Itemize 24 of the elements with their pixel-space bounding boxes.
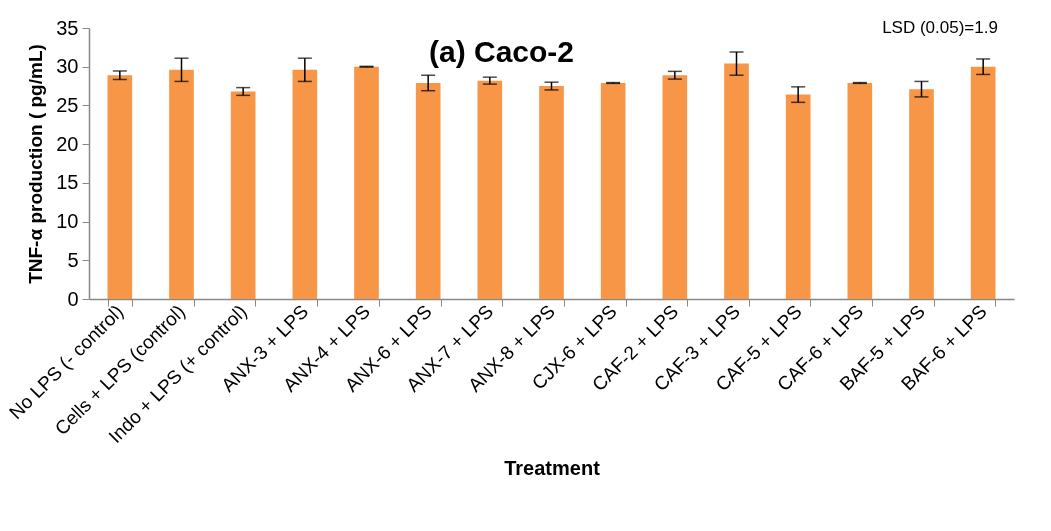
bar — [847, 82, 873, 299]
annotation: LSD (0.05)=1.9 — [882, 18, 998, 37]
bar — [107, 75, 133, 299]
bar — [909, 89, 934, 299]
y-tick-label: 30 — [56, 55, 79, 78]
y-tick-label: 20 — [56, 132, 79, 155]
bar — [600, 82, 626, 299]
bar — [354, 66, 379, 299]
bar — [415, 82, 441, 299]
y-tick-label: 10 — [56, 210, 79, 233]
bar — [539, 86, 564, 299]
bar — [169, 69, 194, 299]
y-tick-label: 5 — [67, 248, 79, 271]
y-tick-label: 0 — [67, 287, 79, 310]
bar — [785, 94, 811, 299]
x-axis-title: Treatment — [504, 457, 601, 480]
y-tick-label: 35 — [56, 16, 79, 39]
y-axis-title: TNF-α production ( pg/mL) — [25, 44, 47, 284]
bar — [724, 63, 749, 299]
bar — [292, 69, 318, 299]
y-tick-label: 25 — [56, 93, 79, 116]
y-tick-label: 15 — [56, 171, 79, 194]
bar — [970, 66, 996, 299]
chart-title: (a) Caco-2 — [428, 35, 575, 68]
